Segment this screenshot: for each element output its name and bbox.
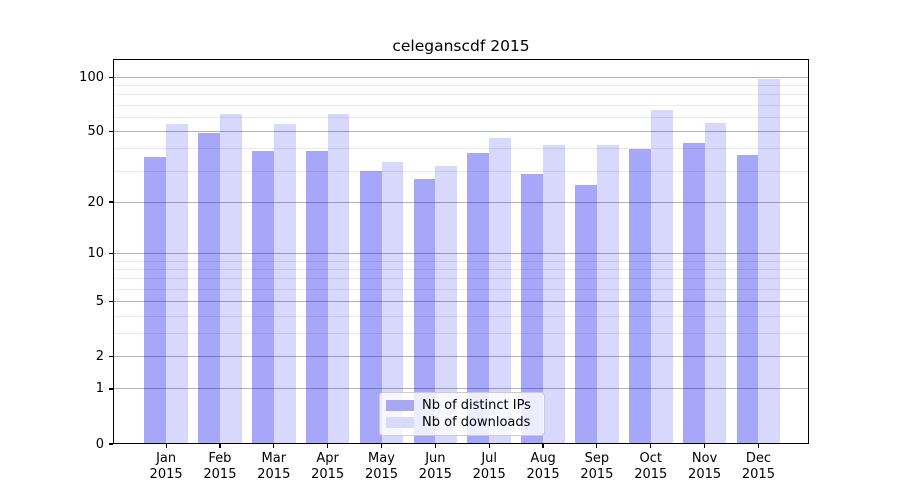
x-tick-label-may: May 2015 (364, 451, 399, 482)
y-tick-label-100: 100 (79, 69, 104, 85)
bar-distinct-ips-may (359, 171, 382, 444)
gridline-80 (113, 94, 809, 96)
x-tick-label-nov: Nov 2015 (688, 451, 722, 482)
y-tick-mark-2 (109, 356, 113, 358)
plot-area (113, 59, 809, 444)
y-tick-label-0: 0 (95, 436, 104, 452)
x-tick-mark-apr (327, 444, 329, 448)
x-tick-mark-nov (704, 444, 706, 448)
x-tick-label-feb: Feb 2015 (203, 451, 237, 482)
chart-title: celeganscdf 2015 (392, 37, 530, 55)
x-tick-mark-oct (650, 444, 652, 448)
x-tick-label-apr: Apr 2015 (311, 451, 345, 482)
gridline-6 (113, 288, 809, 290)
bar-downloads-aug (543, 145, 565, 444)
x-tick-label-aug: Aug 2015 (526, 451, 560, 482)
x-tick-mark-mar (273, 444, 275, 448)
gridline-70 (113, 104, 809, 106)
bar-downloads-apr (327, 113, 350, 444)
legend-entry-distinct-ips: Nb of distinct IPs (386, 398, 536, 413)
gridline-100 (113, 76, 809, 78)
bar-downloads-nov (704, 122, 727, 444)
y-tick-mark-100 (109, 76, 113, 78)
legend-label-downloads: Nb of downloads (422, 415, 531, 430)
bar-distinct-ips-oct (629, 148, 651, 444)
gridline-3 (113, 333, 809, 335)
bar-distinct-ips-jun (413, 179, 436, 444)
bar-downloads-dec (758, 78, 781, 444)
bar-distinct-ips-apr (305, 150, 328, 444)
x-tick-mark-sep (596, 444, 598, 448)
x-tick-label-dec: Dec 2015 (741, 451, 775, 482)
x-tick-mark-jan (165, 444, 167, 448)
gridline-90 (113, 85, 809, 87)
y-tick-label-2: 2 (95, 349, 104, 365)
gridline-2 (113, 356, 809, 358)
legend-entry-downloads: Nb of downloads (386, 415, 536, 430)
legend-label-distinct-ips: Nb of distinct IPs (422, 398, 531, 413)
bar-distinct-ips-mar (252, 150, 274, 444)
y-tick-mark-1 (109, 388, 113, 390)
bar-distinct-ips-sep (575, 185, 597, 444)
bar-downloads-sep (596, 145, 619, 444)
x-tick-mark-jul (488, 444, 490, 448)
bar-distinct-ips-feb (198, 133, 220, 444)
gridline-4 (113, 315, 809, 317)
bar-downloads-may (381, 161, 404, 444)
y-tick-mark-20 (109, 201, 113, 203)
x-tick-mark-feb (219, 444, 221, 448)
x-tick-label-jun: Jun 2015 (418, 451, 452, 482)
x-tick-mark-aug (542, 444, 544, 448)
gridline-20 (113, 201, 809, 203)
bar-distinct-ips-dec (736, 154, 759, 444)
y-tick-mark-5 (109, 301, 113, 303)
bar-distinct-ips-aug (521, 173, 544, 444)
bar-downloads-jan (166, 124, 188, 444)
x-tick-label-jan: Jan 2015 (149, 451, 183, 482)
gridline-50 (113, 131, 809, 133)
legend: Nb of distinct IPs Nb of downloads (379, 392, 545, 436)
gridline-40 (113, 148, 809, 150)
gridline-30 (113, 170, 809, 172)
gridline-60 (113, 116, 809, 118)
y-tick-mark-0 (109, 443, 113, 445)
bar-distinct-ips-jan (144, 157, 167, 444)
y-tick-label-10: 10 (87, 245, 104, 261)
bar-downloads-jul (489, 138, 511, 444)
bar-downloads-mar (273, 124, 296, 444)
legend-swatch-downloads (386, 417, 414, 428)
gridline-5 (113, 301, 809, 303)
bar-downloads-feb (219, 113, 242, 444)
x-tick-label-mar: Mar 2015 (257, 451, 291, 482)
gridline-7 (113, 278, 809, 280)
gridline-8 (113, 268, 809, 270)
y-tick-label-20: 20 (87, 194, 104, 210)
x-tick-label-sep: Sep 2015 (580, 451, 614, 482)
y-tick-mark-50 (109, 130, 113, 133)
y-tick-label-5: 5 (95, 294, 104, 310)
legend-swatch-distinct-ips (386, 400, 414, 411)
y-tick-label-1: 1 (95, 381, 104, 397)
bar-distinct-ips-jul (467, 152, 490, 444)
gridline-1 (113, 388, 809, 390)
x-tick-label-oct: Oct 2015 (634, 451, 668, 482)
x-tick-label-jul: Jul 2015 (472, 451, 506, 482)
x-tick-mark-may (380, 444, 383, 448)
y-tick-label-50: 50 (87, 124, 104, 140)
y-tick-mark-10 (109, 252, 113, 255)
bar-distinct-ips-nov (682, 143, 705, 444)
x-tick-mark-jun (434, 444, 436, 448)
x-tick-mark-dec (757, 444, 760, 448)
gridline-9 (113, 260, 809, 262)
bar-downloads-oct (650, 109, 673, 444)
gridline-10 (113, 252, 809, 254)
bar-downloads-jun (435, 166, 458, 444)
